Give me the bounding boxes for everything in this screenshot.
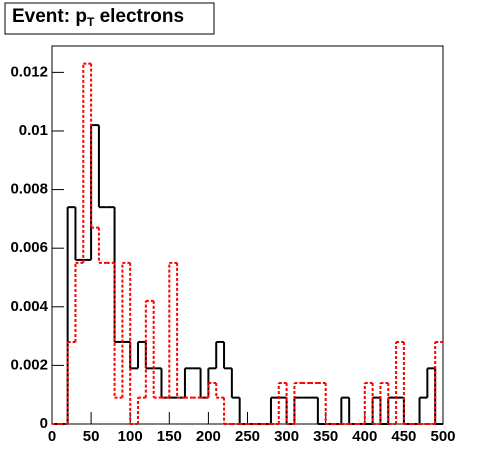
- title-box: [4, 2, 215, 35]
- y-tick-label: 0.008: [10, 181, 48, 198]
- title-subscript: T: [87, 15, 95, 29]
- x-tick-label: 100: [118, 428, 143, 445]
- x-tick-label: 400: [352, 428, 377, 445]
- y-tick-label: 0.012: [10, 63, 48, 80]
- title-main: Event: p: [12, 6, 87, 27]
- plot-frame: [51, 45, 444, 425]
- x-tick-label: 300: [274, 428, 299, 445]
- x-tick-label: 350: [313, 428, 338, 445]
- x-tick-label: 150: [157, 428, 182, 445]
- y-tick-label: 0.004: [10, 298, 48, 315]
- y-tick-label: 0.006: [10, 239, 48, 256]
- x-tick-label: 0: [48, 428, 56, 445]
- x-tick-label: 450: [391, 428, 416, 445]
- y-tick-label: 0: [40, 415, 48, 432]
- x-tick-label: 500: [430, 428, 455, 445]
- title-suffix: electrons: [94, 6, 184, 27]
- x-tick-label: 200: [196, 428, 221, 445]
- x-tick-label: 50: [83, 428, 100, 445]
- x-tick-label: 250: [235, 428, 260, 445]
- y-tick-label: 0.01: [19, 122, 48, 139]
- y-tick-label: 0.002: [10, 356, 48, 373]
- chart-title: Event: pT electrons: [12, 6, 184, 29]
